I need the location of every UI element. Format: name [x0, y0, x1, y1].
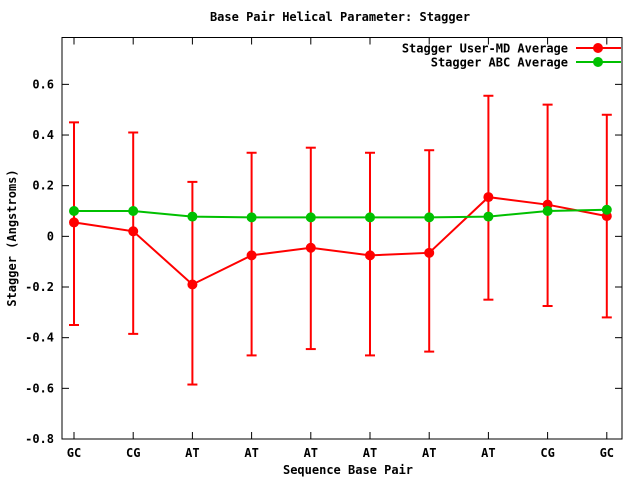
series-line-1	[74, 208, 607, 219]
y-tick-label: -0.8	[25, 432, 54, 446]
y-tick-label: 0.2	[32, 179, 54, 193]
data-point-series0-2	[187, 279, 198, 290]
data-point-series0-0	[69, 217, 79, 228]
data-point-series1-5	[365, 212, 375, 223]
data-point-series1-6	[424, 212, 435, 223]
chart-title: Base Pair Helical Parameter: Stagger	[210, 10, 470, 24]
data-point-series1-9	[601, 204, 612, 215]
x-axis-title: Sequence Base Pair	[283, 463, 413, 477]
data-point-series0-7	[483, 192, 494, 203]
x-category-label: AT	[363, 446, 377, 460]
y-tick-label: 0.4	[32, 128, 54, 142]
legend-label-abc: Stagger ABC Average	[431, 56, 568, 70]
x-category-label: AT	[422, 446, 436, 460]
x-category-label: AT	[481, 446, 495, 460]
data-point-series0-5	[365, 250, 375, 261]
x-category-label: AT	[244, 446, 258, 460]
x-category-label: CG	[540, 446, 554, 460]
data-point-series1-7	[483, 211, 494, 222]
x-category-label: AT	[185, 446, 199, 460]
x-category-label: CG	[126, 446, 140, 460]
y-tick-label: -0.2	[25, 280, 54, 294]
data-point-series1-0	[69, 206, 79, 217]
data-point-series0-4	[305, 242, 316, 253]
data-point-series1-8	[542, 206, 553, 217]
plot-border	[61, 37, 623, 440]
legend: Stagger User-MD Average Stagger ABC Aver…	[402, 42, 621, 70]
plot-area: 0.6 0.4 0.2 0 -0.2 -0.4 -0.6 -0.8 GC CG AT AT AT AT AT…	[25, 37, 623, 460]
data-point-series0-3	[246, 250, 257, 261]
y-tick-label: -0.4	[25, 331, 54, 345]
y-tick-label: 0	[47, 229, 54, 243]
x-category-label: GC	[67, 446, 81, 460]
series-line-0	[73, 196, 607, 286]
data-point-series1-4	[305, 212, 316, 223]
legend-marker-user-md	[593, 43, 603, 53]
data-point-series1-1	[128, 206, 139, 217]
y-tick-label: 0.6	[32, 77, 54, 91]
x-category-label: AT	[304, 446, 318, 460]
x-category-label: GC	[600, 446, 614, 460]
data-point-series1-3	[246, 212, 257, 223]
legend-marker-abc	[593, 57, 603, 67]
data-point-series0-6	[424, 247, 435, 258]
data-point-series0-1	[128, 226, 139, 237]
data-point-series1-2	[187, 211, 198, 222]
legend-label-user-md: Stagger User-MD Average	[402, 42, 568, 56]
y-axis-title: Stagger (Angstroms)	[5, 169, 19, 306]
y-tick-label: -0.6	[25, 381, 54, 395]
